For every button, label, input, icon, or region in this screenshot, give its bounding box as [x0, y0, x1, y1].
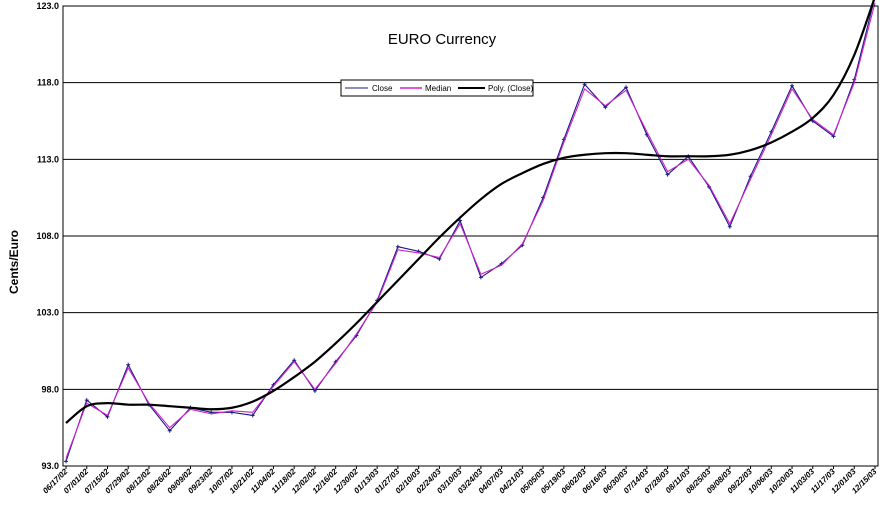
- y-tick-label: 93.0: [41, 461, 59, 471]
- legend-label-poly: Poly. (Close): [488, 84, 534, 93]
- y-axis-tick-labels: 93.0 98.0 103.0 108.0 113.0 118.0 123.0: [36, 1, 59, 471]
- data-point: [395, 244, 400, 249]
- legend-label-median: Median: [425, 84, 451, 93]
- data-point: [727, 224, 732, 229]
- plot-area-frame: [62, 5, 879, 467]
- y-tick-label: 98.0: [41, 384, 59, 394]
- data-point: [790, 83, 795, 88]
- series-poly-close: [65, 0, 876, 424]
- series-layer: [64, 0, 876, 464]
- legend-label-close: Close: [372, 84, 393, 93]
- data-point: [665, 172, 670, 177]
- data-point: [126, 362, 131, 367]
- series-close: [64, 0, 875, 464]
- chart-title: EURO Currency: [388, 31, 497, 48]
- series-line: [65, 0, 875, 462]
- legend-box: [340, 79, 534, 97]
- horizontal-gridlines: [63, 5, 878, 390]
- series-line: [65, 2, 876, 459]
- y-tick-label: 103.0: [36, 308, 59, 318]
- data-point: [458, 218, 463, 223]
- y-tick-label: 118.0: [37, 78, 59, 88]
- data-point: [582, 82, 587, 87]
- data-point: [84, 398, 89, 403]
- data-point: [167, 428, 172, 433]
- y-tick-label: 108.0: [36, 231, 59, 241]
- series-line: [65, 0, 876, 424]
- data-point: [64, 459, 68, 464]
- data-point: [624, 85, 629, 90]
- legend: Close Median Poly. (Close): [340, 79, 534, 97]
- y-tick-label: 123.0: [36, 1, 59, 11]
- y-tick-label: 113.0: [37, 154, 59, 164]
- data-point: [250, 413, 255, 418]
- data-point: [478, 275, 483, 280]
- series-median: [65, 2, 876, 459]
- y-axis-title: Cents/Euro: [7, 230, 21, 294]
- x-axis-tick-labels: 06/17/0207/01/0207/15/0207/29/0208/12/02…: [41, 466, 879, 495]
